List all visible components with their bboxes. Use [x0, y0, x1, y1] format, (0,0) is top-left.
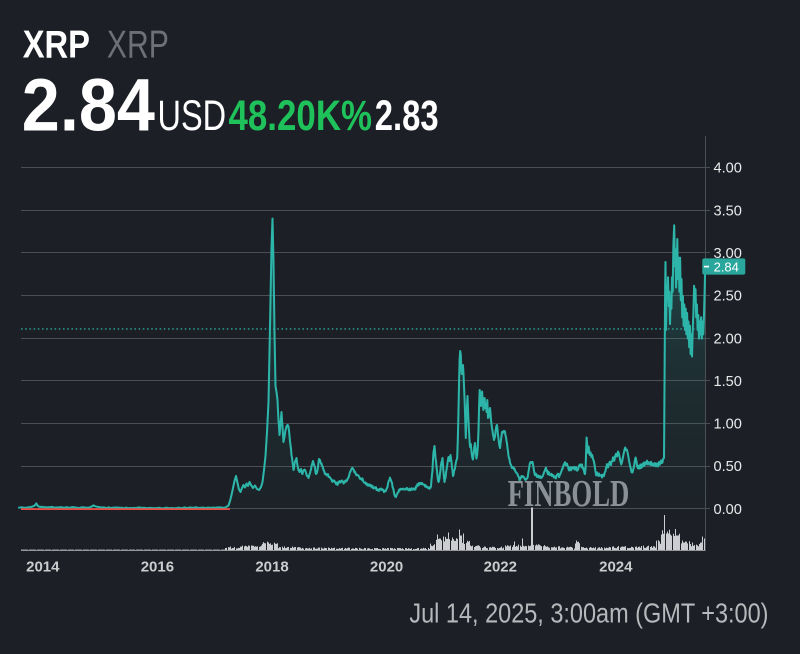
svg-text:XRP: XRP: [23, 22, 90, 67]
svg-text:USD: USD: [158, 92, 227, 139]
svg-text:0.00: 0.00: [714, 502, 742, 518]
svg-text:0.50: 0.50: [714, 459, 742, 475]
svg-text:2.84: 2.84: [22, 65, 155, 147]
svg-text:2.83: 2.83: [375, 93, 439, 140]
svg-text:3.50: 3.50: [714, 203, 742, 219]
svg-text:2.50: 2.50: [714, 289, 742, 305]
svg-text:48.20K%: 48.20K%: [229, 93, 373, 140]
svg-text:2016: 2016: [141, 559, 174, 576]
svg-text:2018: 2018: [255, 559, 288, 576]
svg-text:1.50: 1.50: [714, 374, 742, 390]
svg-text:4.00: 4.00: [714, 161, 742, 177]
svg-text:2.84: 2.84: [714, 260, 739, 275]
svg-text:1.00: 1.00: [714, 417, 742, 433]
svg-text:2022: 2022: [484, 559, 517, 576]
svg-text:Jul 14, 2025, 3:00am (GMT +3:0: Jul 14, 2025, 3:00am (GMT +3:00): [409, 598, 768, 628]
svg-text:XRP: XRP: [107, 23, 169, 67]
svg-text:2024: 2024: [599, 559, 633, 576]
svg-text:2.00: 2.00: [714, 331, 742, 347]
svg-text:2020: 2020: [370, 559, 403, 576]
svg-text:3.00: 3.00: [714, 246, 742, 262]
svg-text:2014: 2014: [26, 559, 60, 576]
